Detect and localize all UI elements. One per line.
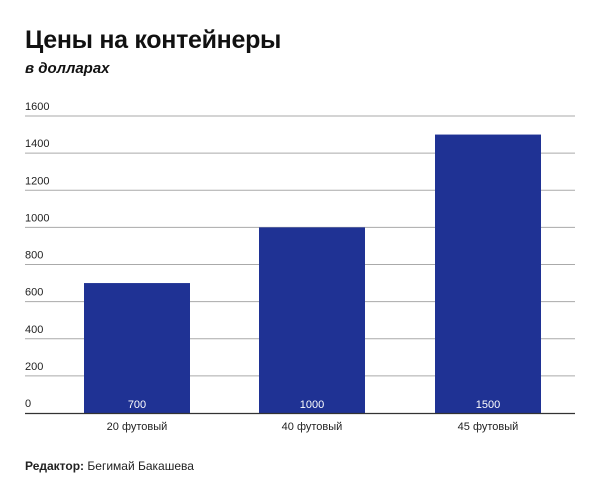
editor-label: Редактор: — [25, 459, 85, 473]
x-tick-label: 45 футовый — [458, 421, 519, 433]
chart-subtitle: в долларах — [25, 60, 110, 77]
bar-data-label: 700 — [128, 399, 146, 411]
y-tick-label: 200 — [25, 361, 43, 373]
bar — [84, 283, 190, 413]
x-tick-label: 40 футовый — [282, 421, 343, 433]
editor-credit: Редактор: Бегимай Бакашева — [25, 459, 194, 473]
bar — [435, 134, 541, 413]
editor-name: Бегимай Бакашева — [87, 459, 194, 473]
y-tick-label: 1000 — [25, 212, 49, 224]
bar-data-label: 1000 — [300, 399, 324, 411]
y-tick-label: 800 — [25, 250, 43, 262]
y-tick-label: 1200 — [25, 175, 49, 187]
y-tick-label: 400 — [25, 324, 43, 336]
y-tick-label: 1600 — [25, 101, 49, 113]
y-tick-label: 1400 — [25, 138, 49, 150]
x-tick-label: 20 футовый — [107, 421, 168, 433]
y-tick-label: 0 — [25, 398, 31, 410]
y-tick-label: 600 — [25, 287, 43, 299]
bar-data-label: 1500 — [476, 399, 500, 411]
chart-title: Цены на контейнеры — [25, 26, 282, 54]
bar — [259, 227, 365, 413]
